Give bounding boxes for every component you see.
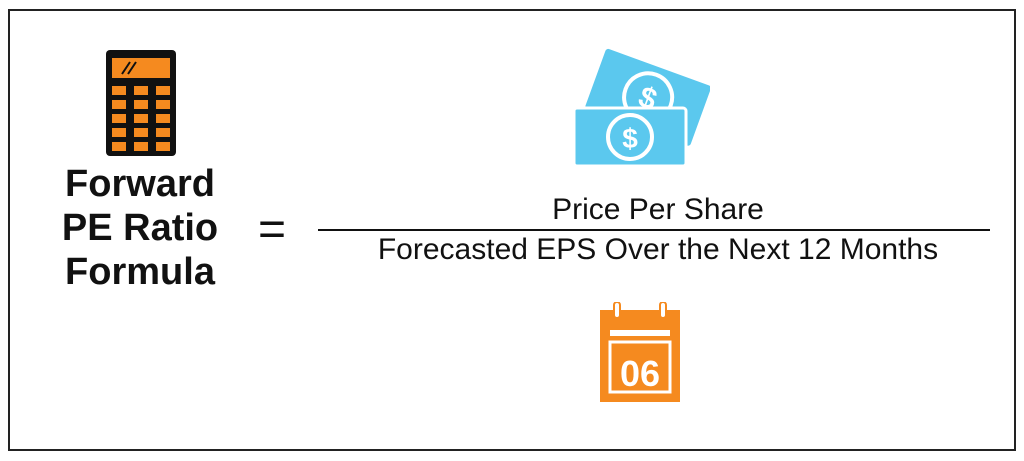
money-bills-icon: $ $ [572,48,710,168]
lhs-title-line-3: Formula [65,251,215,293]
fraction-bar [318,229,990,231]
lhs-title-line-1: Forward [65,163,215,205]
calendar-day-number: 06 [620,353,660,394]
lhs-title-line-2: PE Ratio [61,207,219,249]
formula-numerator: Price Per Share [552,193,764,226]
equals-sign: = [258,203,287,256]
calculator-icon [106,50,176,156]
calendar-icon: 06 [600,302,680,402]
formula-denominator: Forecasted EPS Over the Next 12 Months [377,233,939,266]
dollar-sign-front: $ [622,123,638,154]
